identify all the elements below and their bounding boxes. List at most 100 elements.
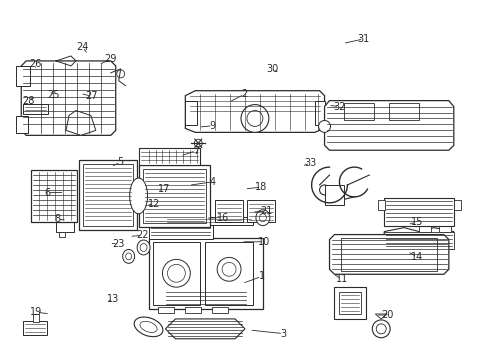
Text: 21: 21 — [260, 206, 272, 216]
Text: 29: 29 — [104, 54, 117, 64]
Bar — [148, 225, 213, 239]
Text: 17: 17 — [158, 184, 170, 194]
Text: 26: 26 — [29, 59, 41, 69]
Polygon shape — [384, 228, 453, 249]
Bar — [205, 242, 252, 305]
Text: 19: 19 — [30, 307, 42, 317]
Polygon shape — [165, 319, 244, 339]
Text: 33: 33 — [304, 158, 316, 168]
Ellipse shape — [134, 317, 163, 337]
Ellipse shape — [137, 240, 150, 255]
Bar — [388, 103, 418, 121]
Text: 31: 31 — [357, 34, 369, 44]
Bar — [377, 200, 385, 210]
Text: 1: 1 — [258, 271, 264, 282]
Bar — [246, 200, 274, 222]
Bar — [344, 103, 373, 121]
Ellipse shape — [371, 320, 389, 338]
Ellipse shape — [129, 178, 147, 214]
Text: 8: 8 — [54, 214, 60, 224]
Bar — [185, 307, 201, 313]
Ellipse shape — [375, 324, 386, 334]
Bar — [165, 217, 252, 225]
Polygon shape — [324, 100, 453, 150]
Text: 3: 3 — [280, 329, 286, 339]
Bar — [16, 116, 28, 133]
Ellipse shape — [140, 321, 157, 332]
Ellipse shape — [125, 253, 131, 260]
Text: 13: 13 — [107, 294, 119, 304]
Bar — [56, 222, 74, 231]
Bar — [148, 238, 263, 309]
Ellipse shape — [194, 139, 202, 147]
Text: 20: 20 — [381, 310, 393, 320]
Text: 22: 22 — [136, 230, 148, 240]
Ellipse shape — [117, 70, 124, 78]
Text: 5: 5 — [117, 157, 123, 167]
Ellipse shape — [241, 105, 268, 132]
Bar — [212, 307, 227, 313]
Ellipse shape — [122, 249, 134, 264]
Polygon shape — [21, 61, 116, 135]
Text: 14: 14 — [410, 252, 423, 262]
Polygon shape — [172, 291, 180, 305]
Text: 7: 7 — [192, 146, 199, 156]
Bar — [418, 220, 430, 231]
Bar — [138, 148, 200, 165]
Bar — [152, 242, 200, 305]
Bar — [384, 231, 453, 249]
Bar — [23, 321, 47, 335]
Bar — [339, 292, 361, 314]
Bar — [138, 165, 210, 227]
Text: 4: 4 — [209, 177, 216, 187]
Text: 15: 15 — [410, 217, 423, 227]
Text: 9: 9 — [209, 121, 216, 131]
Text: 25: 25 — [47, 90, 60, 100]
Bar — [314, 100, 324, 125]
Ellipse shape — [222, 262, 236, 276]
Text: 11: 11 — [335, 274, 347, 284]
Bar — [438, 220, 450, 231]
Bar — [384, 198, 453, 226]
Bar — [158, 307, 174, 313]
Polygon shape — [329, 235, 448, 274]
Bar — [341, 238, 436, 271]
Ellipse shape — [176, 207, 186, 217]
Ellipse shape — [246, 111, 263, 126]
Polygon shape — [374, 314, 386, 319]
Ellipse shape — [217, 257, 241, 281]
Text: 30: 30 — [266, 64, 278, 74]
Bar — [59, 231, 65, 237]
Text: 32: 32 — [332, 102, 345, 112]
Ellipse shape — [255, 210, 269, 226]
Bar — [453, 200, 460, 210]
Text: 24: 24 — [76, 42, 89, 52]
Text: 6: 6 — [44, 188, 51, 198]
Bar — [33, 314, 39, 322]
Text: 18: 18 — [255, 182, 267, 192]
Bar — [23, 104, 48, 113]
Ellipse shape — [167, 264, 185, 282]
Bar — [31, 170, 77, 222]
Polygon shape — [185, 91, 324, 132]
Text: 10: 10 — [257, 237, 269, 247]
Ellipse shape — [318, 121, 330, 132]
Bar — [324, 185, 344, 205]
Bar — [185, 100, 197, 125]
Bar — [142, 169, 206, 223]
Text: 27: 27 — [85, 91, 98, 101]
Ellipse shape — [148, 207, 158, 217]
Text: 16: 16 — [216, 212, 228, 222]
Bar — [16, 66, 30, 86]
Bar — [83, 164, 132, 226]
Ellipse shape — [140, 243, 147, 251]
Polygon shape — [66, 111, 96, 135]
Bar — [79, 160, 136, 230]
Polygon shape — [164, 289, 247, 307]
Text: 2: 2 — [241, 89, 247, 99]
Text: 23: 23 — [112, 239, 124, 249]
Text: 12: 12 — [148, 199, 161, 209]
Ellipse shape — [319, 185, 329, 195]
Text: 28: 28 — [22, 96, 34, 106]
Bar — [153, 207, 181, 217]
